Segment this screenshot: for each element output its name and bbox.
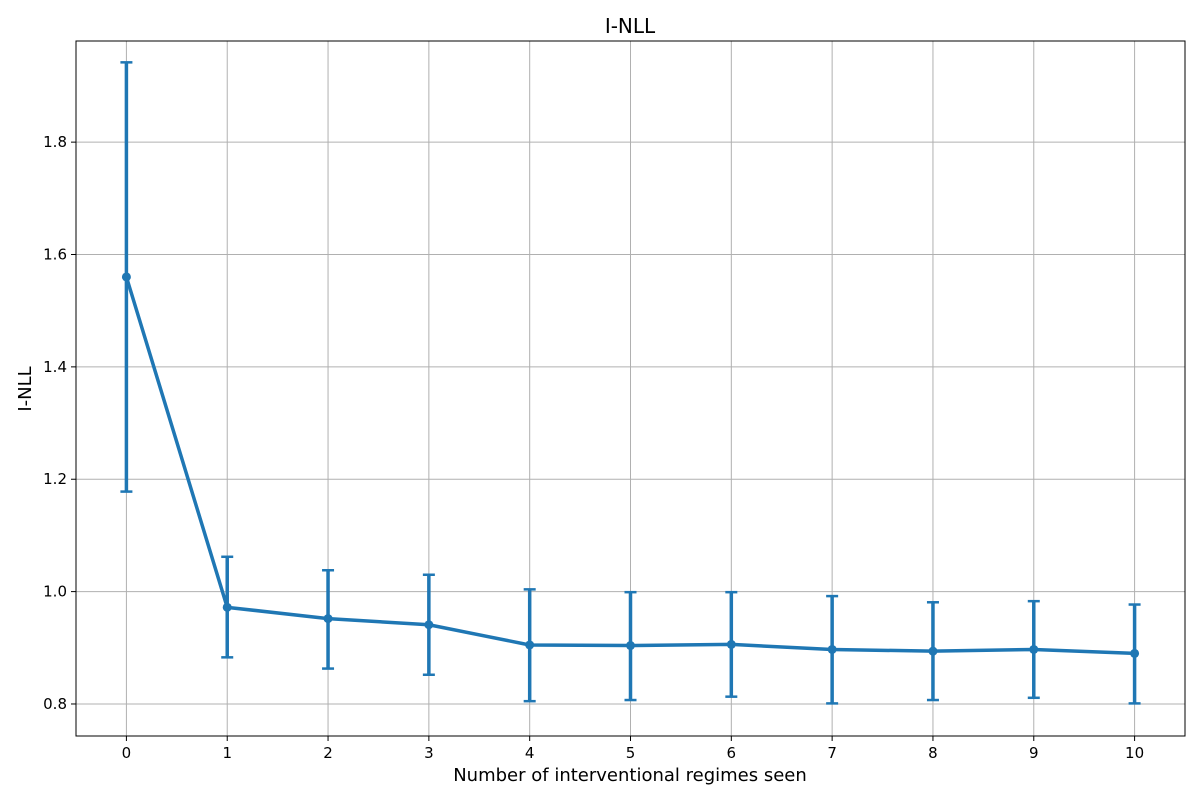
x-axis-label: Number of interventional regimes seen — [453, 765, 807, 786]
x-tick-label: 6 — [727, 744, 737, 762]
x-tick-label: 1 — [222, 744, 232, 762]
x-tick-label: 7 — [827, 744, 837, 762]
series-layer — [120, 61, 1141, 705]
data-point — [525, 640, 535, 650]
y-tick-label: 1.6 — [43, 246, 67, 264]
x-tick-label: 2 — [323, 744, 333, 762]
y-tick-label: 1.2 — [43, 470, 67, 488]
data-point — [726, 639, 736, 649]
data-point — [626, 641, 635, 651]
y-tick-label: 1.8 — [43, 133, 67, 151]
data-point — [1029, 644, 1039, 654]
y-tick-label: 0.8 — [43, 695, 67, 713]
y-tick-label: 1.0 — [43, 583, 67, 601]
y-axis-label: I-NLL — [15, 366, 36, 411]
data-point — [222, 602, 232, 612]
y-tick-label: 1.4 — [43, 358, 67, 376]
data-point — [1130, 648, 1140, 658]
ticks: 0 1 2 3 4 5 6 7 8 9 10 0.8 1.0 1.2 1.4 1.6 1.8 — [43, 133, 1144, 762]
x-tick-label: 10 — [1125, 744, 1144, 762]
data-point — [323, 614, 333, 624]
data-point — [827, 644, 837, 654]
x-tick-label: 5 — [626, 744, 636, 762]
data-point — [424, 620, 434, 630]
data-point — [928, 646, 938, 656]
x-tick-label: 0 — [122, 744, 132, 762]
chart-title: I-NLL — [605, 14, 656, 38]
x-tick-label: 8 — [928, 744, 938, 762]
x-tick-label: 9 — [1029, 744, 1039, 762]
x-tick-label: 3 — [424, 744, 434, 762]
x-tick-label: 4 — [525, 744, 535, 762]
data-point — [121, 272, 131, 282]
